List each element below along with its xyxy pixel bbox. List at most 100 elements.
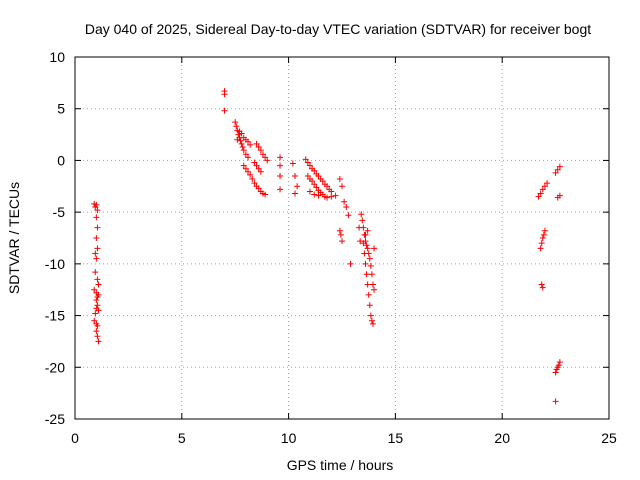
data-point <box>337 231 344 238</box>
data-point <box>94 333 101 340</box>
data-point <box>364 245 371 252</box>
data-point <box>277 186 284 193</box>
data-point <box>324 194 331 201</box>
data-point <box>313 184 320 191</box>
data-point <box>93 255 100 262</box>
data-point <box>341 198 348 205</box>
data-point <box>552 398 559 405</box>
data-point <box>324 183 331 190</box>
x-tick-label: 15 <box>388 430 404 446</box>
data-point <box>339 183 345 190</box>
data-point <box>336 176 343 183</box>
data-point <box>356 224 363 231</box>
data-point <box>277 172 284 179</box>
y-tick-label: -25 <box>45 411 65 427</box>
y-tick-label: 5 <box>57 101 65 117</box>
data-point <box>358 211 365 218</box>
data-point <box>365 291 372 298</box>
data-point <box>239 143 246 150</box>
data-point <box>315 172 322 179</box>
data-point <box>339 238 345 245</box>
data-point <box>364 281 371 288</box>
data-point <box>556 359 563 366</box>
data-point <box>93 235 100 241</box>
data-point <box>328 193 335 200</box>
data-point <box>251 159 258 166</box>
y-tick-label: -15 <box>45 308 65 324</box>
data-point <box>359 217 366 224</box>
data-point <box>366 302 373 309</box>
data-point <box>257 147 264 154</box>
data-point <box>538 281 545 288</box>
data-point <box>251 180 258 187</box>
data-point <box>541 227 548 234</box>
data-point <box>362 231 369 238</box>
data-point <box>94 322 101 329</box>
data-point <box>363 242 370 249</box>
data-point <box>93 201 100 208</box>
data-point <box>539 186 546 193</box>
x-tick-label: 10 <box>281 430 297 446</box>
data-point <box>540 231 547 238</box>
data-point <box>238 130 245 137</box>
data-point <box>360 240 367 247</box>
data-point <box>247 141 254 148</box>
data-point <box>306 162 313 169</box>
data-point <box>234 136 241 143</box>
data-point <box>94 302 101 309</box>
y-tick-label: 0 <box>57 152 65 168</box>
data-point <box>345 212 352 219</box>
chart-title: Day 040 of 2025, Sidereal Day-to-day VTE… <box>85 21 591 37</box>
data-point <box>311 181 318 188</box>
data-point <box>357 238 364 245</box>
data-point <box>302 156 309 163</box>
data-point <box>319 178 326 185</box>
data-point <box>94 207 101 214</box>
data-point <box>262 154 269 161</box>
data-point <box>367 262 374 269</box>
x-tick-label: 0 <box>71 430 79 446</box>
data-points <box>91 88 563 405</box>
data-point <box>253 162 260 169</box>
data-point <box>277 154 284 161</box>
data-point <box>292 190 299 197</box>
data-point <box>95 338 102 345</box>
data-point <box>253 140 260 147</box>
data-point <box>336 227 343 234</box>
data-point <box>237 137 244 144</box>
data-point <box>259 151 266 158</box>
plot-frame <box>74 56 610 420</box>
data-point <box>91 286 98 293</box>
data-point <box>232 119 239 126</box>
data-point <box>552 169 559 176</box>
data-point <box>245 154 252 161</box>
data-point <box>91 317 98 324</box>
data-point <box>332 192 339 199</box>
data-point <box>363 271 370 278</box>
data-point <box>94 293 101 300</box>
data-point <box>257 168 264 175</box>
data-point <box>361 250 368 257</box>
data-point <box>247 171 254 178</box>
data-point <box>347 260 354 267</box>
data-point <box>221 107 228 114</box>
data-point <box>93 297 100 304</box>
data-point <box>255 185 262 192</box>
x-tick-label: 20 <box>494 430 510 446</box>
data-point <box>366 255 373 262</box>
data-point <box>367 312 374 319</box>
grid-lines <box>75 57 609 419</box>
x-tick-label: 25 <box>601 430 617 446</box>
data-point <box>94 245 101 252</box>
data-point <box>245 138 252 145</box>
data-point <box>538 240 545 247</box>
data-point <box>539 284 546 291</box>
data-point <box>544 180 551 187</box>
data-point <box>304 159 311 166</box>
data-point <box>94 276 101 283</box>
data-point <box>362 260 369 267</box>
data-point <box>537 190 544 197</box>
y-tick-label: -5 <box>53 204 66 220</box>
data-point <box>255 165 262 172</box>
